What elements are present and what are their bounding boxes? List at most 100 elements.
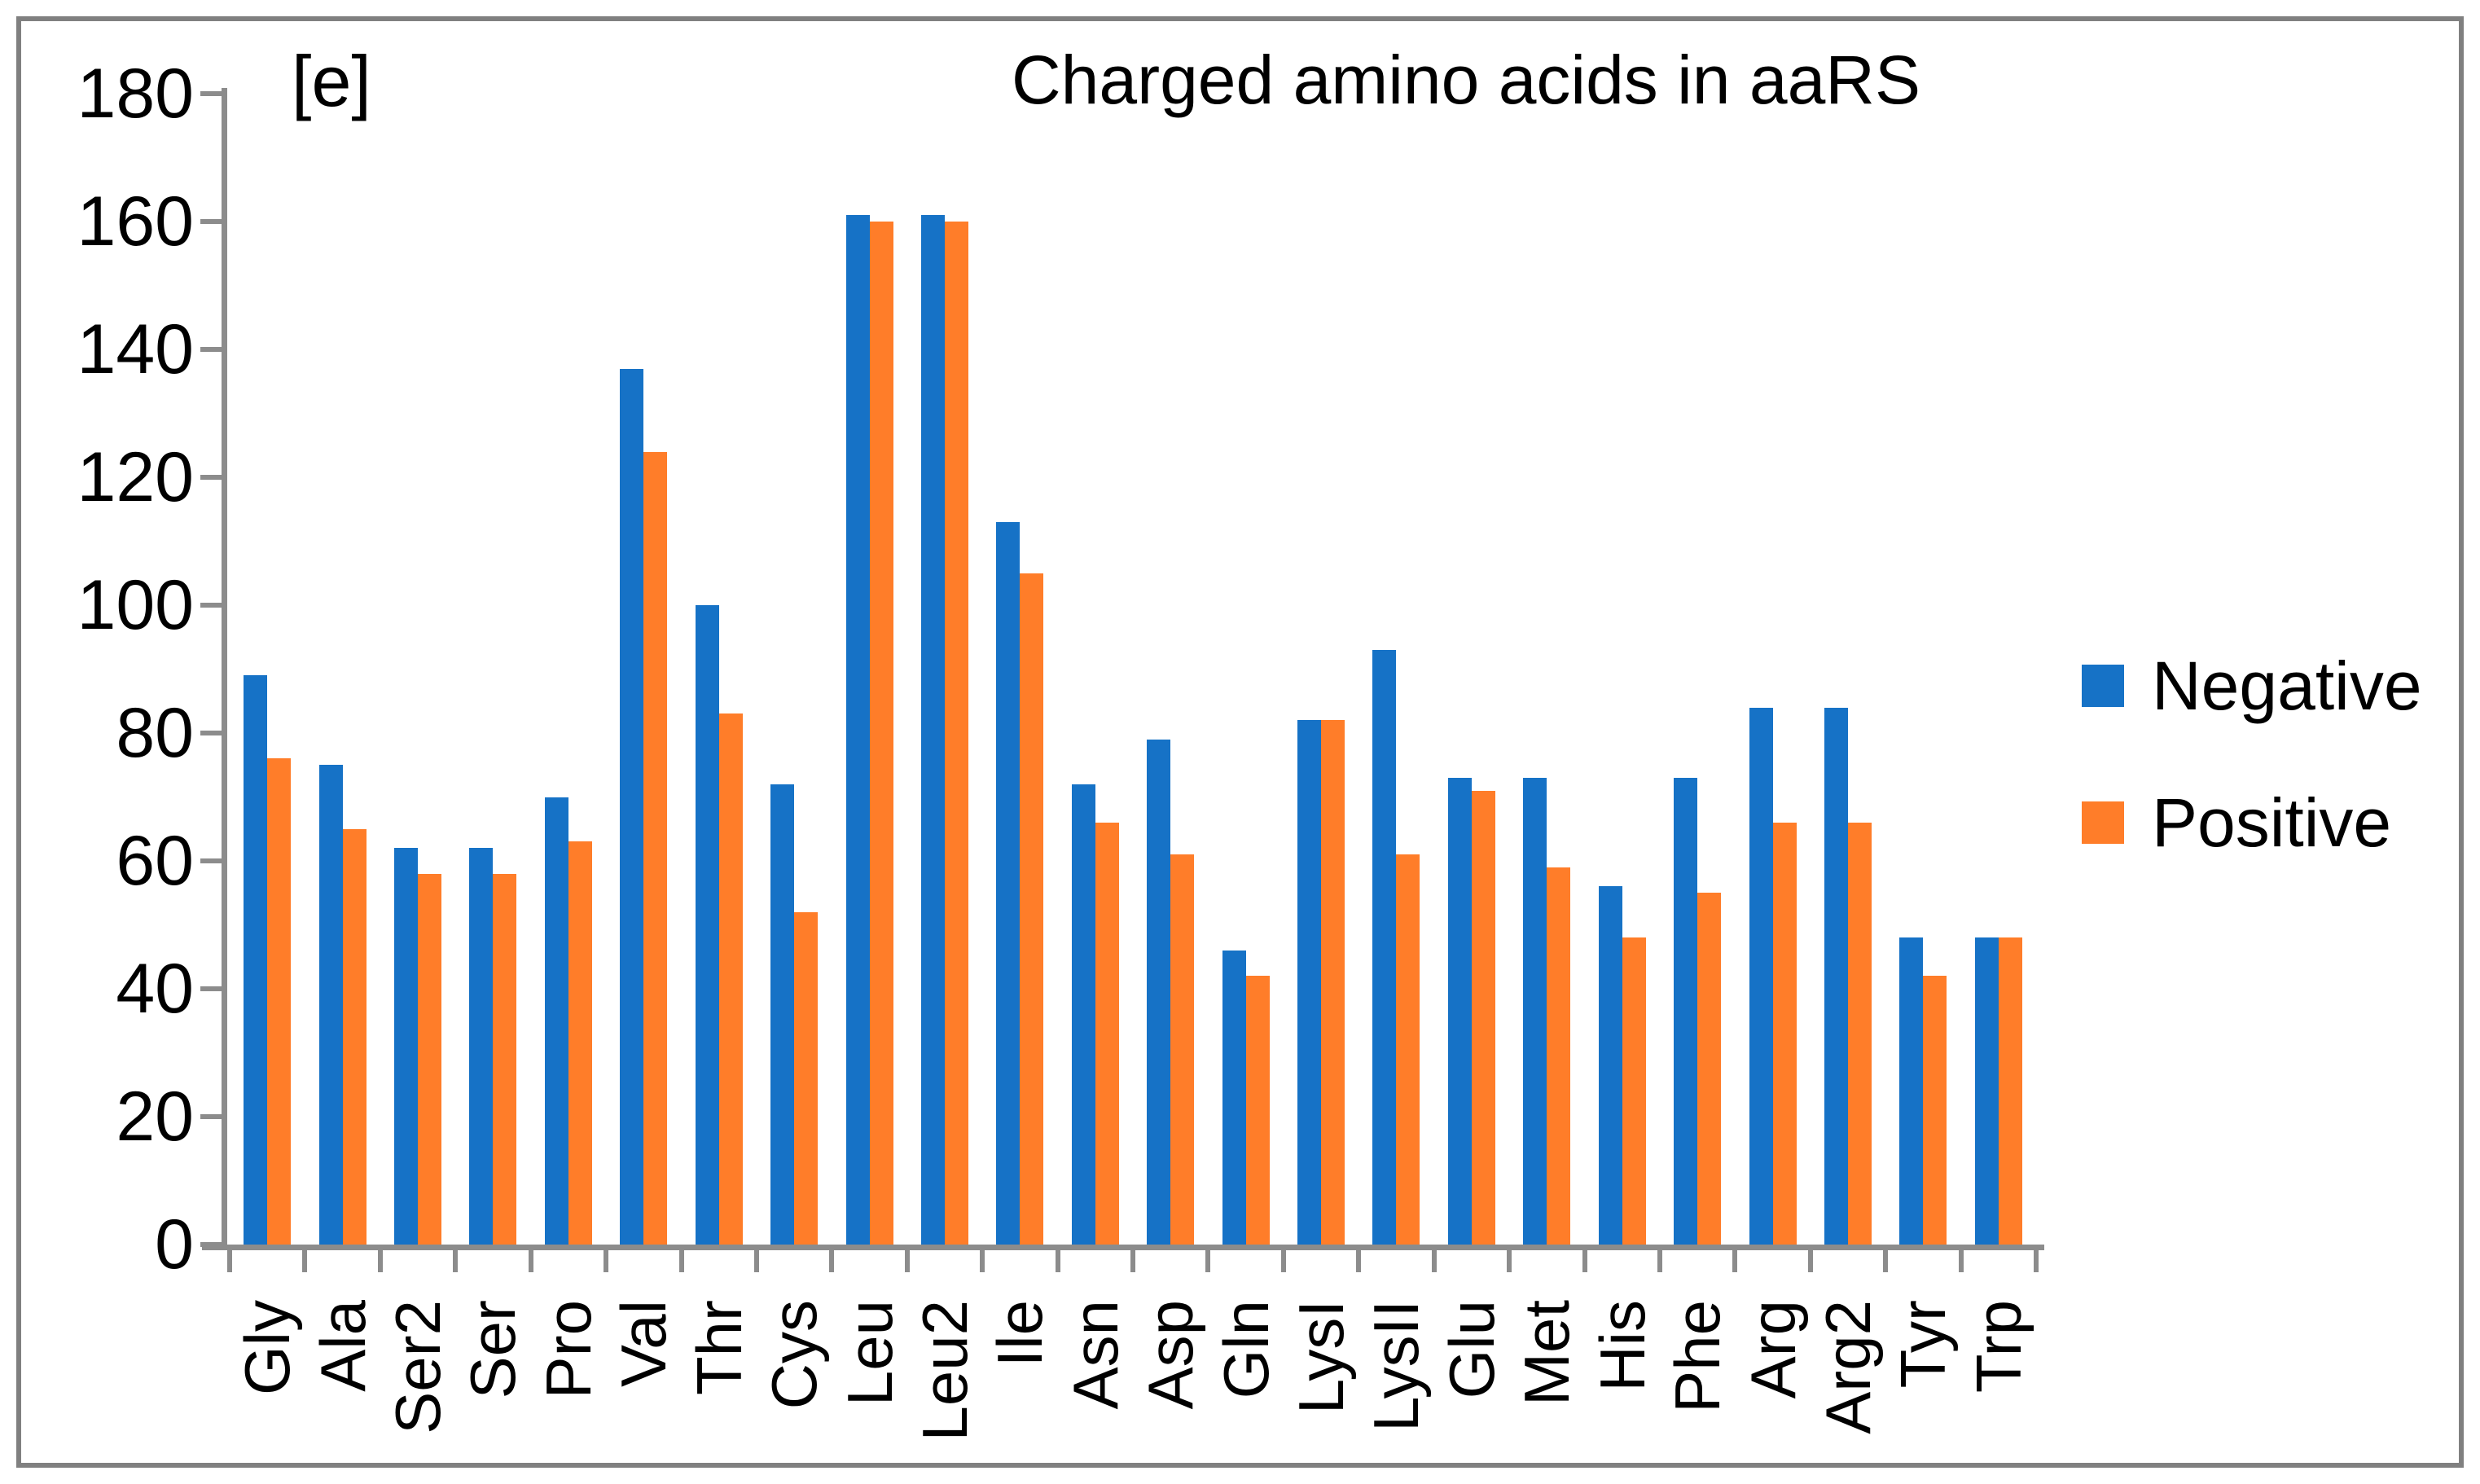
- y-tick-label-40: 40: [116, 950, 194, 1028]
- x-category-label-Ser2: Ser2: [382, 1300, 454, 1434]
- x-tick-22: [1883, 1250, 1889, 1272]
- bar-positive-Leu2: [944, 222, 968, 1245]
- bar-negative-Gln: [1222, 950, 1246, 1245]
- x-category-label-Val: Val: [608, 1300, 680, 1387]
- x-category-label-Tyr: Tyr: [1887, 1300, 1960, 1389]
- y-tick-label-120: 120: [77, 438, 195, 516]
- x-tick-3: [453, 1250, 459, 1272]
- x-category-label-Leu: Leu: [833, 1300, 906, 1407]
- x-tick-6: [678, 1250, 684, 1272]
- x-category-label-Glu: Glu: [1435, 1300, 1508, 1399]
- bar-negative-LysI: [1297, 720, 1322, 1245]
- y-tick-60: [200, 858, 222, 863]
- legend-swatch-negative: [2082, 665, 2124, 707]
- legend-label-positive: Positive: [2152, 784, 2392, 861]
- x-tick-7: [753, 1250, 759, 1272]
- y-tick-label-160: 160: [77, 182, 195, 261]
- bar-negative-Val: [620, 368, 644, 1245]
- bar-positive-Ile: [1020, 573, 1044, 1245]
- x-category-label-Ile: Ile: [984, 1300, 1056, 1368]
- bar-negative-Leu: [845, 215, 870, 1245]
- y-tick-0: [200, 1242, 222, 1247]
- x-category-label-Leu2: Leu2: [908, 1300, 981, 1442]
- y-tick-label-60: 60: [116, 822, 194, 900]
- x-tick-8: [829, 1250, 835, 1272]
- x-tick-0: [227, 1250, 232, 1272]
- bar-positive-Met: [1547, 867, 1571, 1245]
- x-tick-11: [1055, 1250, 1060, 1272]
- y-tick-label-180: 180: [77, 55, 195, 133]
- y-tick-label-0: 0: [155, 1205, 194, 1284]
- bar-positive-Ser: [493, 873, 517, 1245]
- x-tick-12: [1130, 1250, 1135, 1272]
- bar-positive-Tyr: [1923, 976, 1947, 1245]
- x-category-label-Gly: Gly: [231, 1300, 304, 1395]
- bar-negative-Asp: [1147, 739, 1171, 1245]
- x-category-label-Cys: Cys: [758, 1300, 831, 1410]
- bar-negative-His: [1598, 886, 1622, 1245]
- bar-positive-Gln: [1245, 976, 1270, 1245]
- y-tick-160: [200, 219, 222, 224]
- bar-positive-LysII: [1396, 854, 1420, 1245]
- bar-negative-Ala: [318, 765, 343, 1245]
- bar-negative-Ser2: [394, 848, 419, 1245]
- bar-positive-Asp: [1170, 854, 1195, 1245]
- x-tick-17: [1507, 1250, 1512, 1272]
- y-tick-label-100: 100: [77, 566, 195, 644]
- bar-positive-LysI: [1321, 720, 1345, 1245]
- bar-negative-Leu2: [920, 215, 945, 1245]
- x-category-label-Thr: Thr: [683, 1300, 755, 1395]
- x-tick-18: [1582, 1250, 1587, 1272]
- bar-positive-Arg2: [1847, 822, 1872, 1245]
- bar-negative-Gly: [244, 675, 268, 1245]
- bar-positive-Pro: [568, 841, 592, 1245]
- x-category-label-Met: Met: [1511, 1300, 1583, 1407]
- bar-negative-Phe: [1674, 777, 1698, 1245]
- legend-item-positive: Positive: [2082, 788, 2422, 857]
- bar-positive-Val: [643, 451, 668, 1245]
- bar-positive-Phe: [1697, 893, 1722, 1245]
- y-tick-label-20: 20: [116, 1078, 194, 1156]
- x-category-label-Arg2: Arg2: [1811, 1300, 1884, 1434]
- bar-positive-Trp: [1998, 937, 2022, 1245]
- chart-border-frame: [16, 16, 2464, 1468]
- bar-negative-Tyr: [1899, 937, 1924, 1245]
- bar-negative-Arg2: [1824, 707, 1848, 1245]
- y-tick-20: [200, 1114, 222, 1119]
- x-axis-line: [202, 1245, 2044, 1250]
- bar-negative-Ser: [469, 848, 494, 1245]
- x-category-label-Pro: Pro: [532, 1300, 604, 1399]
- bar-positive-Thr: [718, 713, 743, 1245]
- y-tick-40: [200, 986, 222, 991]
- bar-negative-Pro: [544, 797, 568, 1245]
- x-tick-2: [377, 1250, 383, 1272]
- x-tick-9: [904, 1250, 910, 1272]
- bar-negative-LysII: [1372, 649, 1397, 1245]
- x-tick-14: [1280, 1250, 1286, 1272]
- x-category-label-LysI: LysI: [1285, 1300, 1358, 1415]
- bar-positive-Asn: [1095, 822, 1119, 1245]
- bar-negative-Glu: [1447, 777, 1472, 1245]
- x-tick-20: [1732, 1250, 1738, 1272]
- x-tick-24: [2034, 1250, 2039, 1272]
- x-category-label-LysII: LysII: [1360, 1300, 1433, 1432]
- x-category-label-Phe: Phe: [1661, 1300, 1734, 1413]
- x-tick-1: [302, 1250, 308, 1272]
- x-category-label-Ala: Ala: [306, 1300, 379, 1392]
- x-tick-16: [1431, 1250, 1437, 1272]
- y-tick-80: [200, 731, 222, 735]
- bar-negative-Trp: [1974, 937, 1999, 1245]
- panel-annotation: [e]: [292, 41, 371, 121]
- bar-positive-Leu: [869, 222, 893, 1245]
- y-tick-label-80: 80: [116, 694, 194, 772]
- y-tick-180: [200, 91, 222, 96]
- x-category-label-His: His: [1586, 1300, 1658, 1392]
- x-category-label-Trp: Trp: [1962, 1300, 2034, 1394]
- legend: Negative Positive: [2082, 652, 2422, 925]
- bar-positive-Arg: [1772, 822, 1797, 1245]
- bar-positive-Cys: [794, 911, 819, 1245]
- x-tick-19: [1657, 1250, 1662, 1272]
- x-category-label-Gln: Gln: [1209, 1300, 1282, 1399]
- bar-negative-Met: [1523, 777, 1547, 1245]
